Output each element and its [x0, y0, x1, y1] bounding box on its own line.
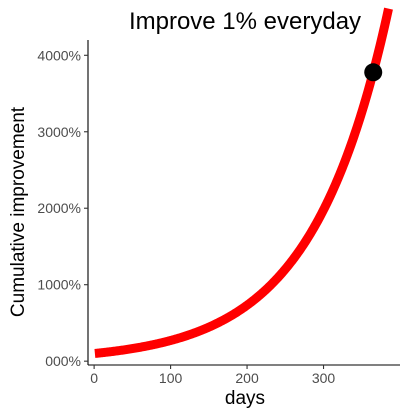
series-line [91, 7, 393, 358]
y-axis-ticks: 000% 1000% 2000% 3000% 4000% [37, 47, 88, 369]
x-axis-ticks: 0 100 200 300 [90, 365, 335, 386]
y-tick-label: 1000% [37, 277, 81, 293]
y-tick-label: 2000% [37, 200, 81, 216]
x-tick-label: 300 [312, 370, 336, 386]
chart-title: Improve 1% everyday [129, 8, 361, 35]
x-axis-title: days [225, 388, 265, 409]
x-tick-label: 0 [90, 370, 98, 386]
x-tick-label: 200 [235, 370, 259, 386]
series-layer [91, 7, 393, 358]
y-axis-title: Cumulative improvement [8, 106, 29, 317]
highlight-layer [364, 63, 383, 82]
y-tick-label: 3000% [37, 124, 81, 140]
highlight-point [364, 63, 383, 82]
y-tick-label: 4000% [37, 47, 81, 63]
x-tick-label: 100 [159, 370, 183, 386]
y-tick-label: 000% [45, 353, 81, 369]
